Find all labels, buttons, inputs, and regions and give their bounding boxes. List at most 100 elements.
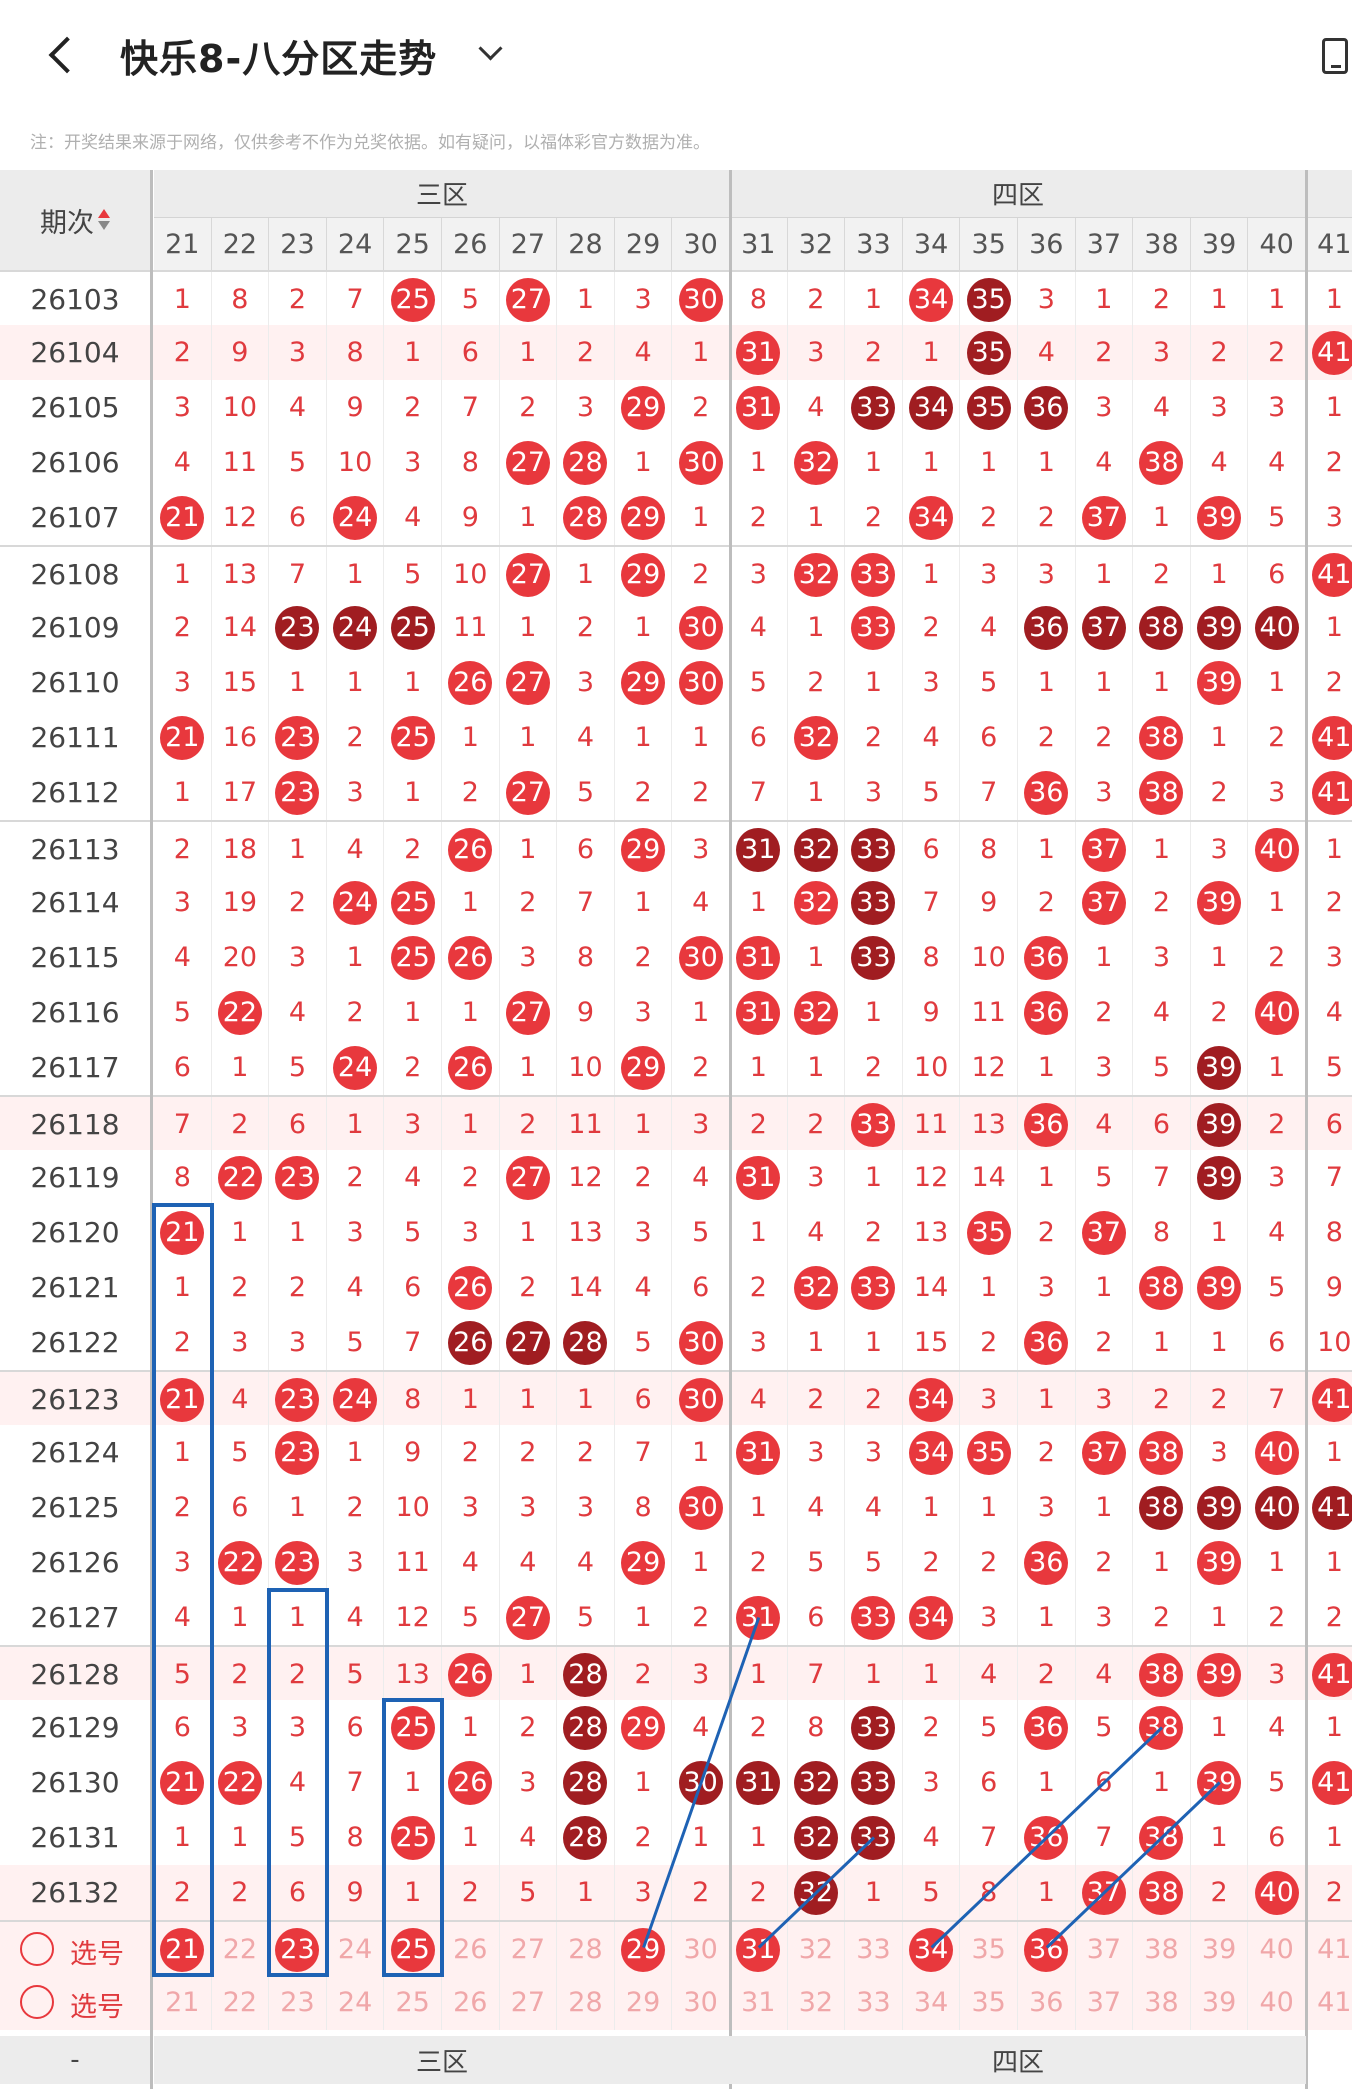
trend-cell: 34	[903, 380, 961, 435]
pick-cell[interactable]: 26	[442, 1975, 500, 2030]
selected-ball[interactable]: 29	[621, 1927, 666, 1972]
pick-cell[interactable]: 27	[500, 1922, 558, 1977]
draw-ball: 29	[621, 660, 666, 705]
selected-ball[interactable]: 21	[160, 1927, 205, 1972]
radio-circle-icon[interactable]	[20, 1932, 54, 1966]
selected-ball[interactable]: 34	[909, 1927, 954, 1972]
pick-cell[interactable]: 27	[500, 1975, 558, 2030]
pick-cell[interactable]: 33	[845, 1922, 903, 1977]
trend-cell: 33	[845, 875, 903, 930]
trend-cell: 3	[615, 1865, 673, 1920]
draw-ball: 27	[505, 1320, 550, 1365]
trend-cell: 29	[615, 1040, 673, 1095]
trend-cell: 2	[730, 1865, 788, 1920]
trend-cell: 1	[557, 547, 615, 602]
pick-cell[interactable]: 21	[154, 1922, 212, 1977]
pick-cell[interactable]: 22	[212, 1975, 270, 2030]
trend-cell: 7	[442, 380, 500, 435]
trend-cell: 6	[212, 1480, 270, 1535]
trend-cell: 3	[442, 1480, 500, 1535]
trend-cell: 1	[845, 655, 903, 710]
pick-cell[interactable]: 41	[1306, 1975, 1352, 2030]
pick-cell[interactable]: 34	[903, 1922, 961, 1977]
pick-cell[interactable]: 29	[615, 1975, 673, 2030]
chevron-down-icon[interactable]	[478, 40, 502, 64]
trend-cell: 3	[1018, 272, 1076, 327]
trend-cell: 2	[269, 272, 327, 327]
zone-header: 四区	[730, 170, 1306, 218]
draw-ball: 40	[1254, 827, 1299, 872]
trend-cell: 1	[500, 600, 558, 655]
trend-cell: 38	[1133, 1647, 1191, 1702]
pick-cell[interactable]: 23	[269, 1975, 327, 2030]
pick-cell[interactable]: 37	[1076, 1922, 1134, 1977]
pick-cell[interactable]: 32	[788, 1975, 846, 2030]
pick-cell[interactable]: 28	[557, 1922, 615, 1977]
pick-cell[interactable]: 24	[327, 1975, 385, 2030]
trend-cell: 23	[269, 765, 327, 820]
pick-cell[interactable]: 25	[384, 1975, 442, 2030]
table-row: 26109 2 14 23 24 25 11 1 2 1 30 4 1 33 2 4 36 37 38 39 40 1	[0, 600, 1352, 655]
trend-cell: 37	[1076, 490, 1134, 545]
trend-cell: 25	[384, 272, 442, 327]
trend-cell: 2	[788, 272, 846, 327]
pick-cell[interactable]: 36	[1018, 1922, 1076, 1977]
trend-cell: 1	[269, 655, 327, 710]
pick-cell[interactable]: 35	[960, 1975, 1018, 2030]
draw-ball: 33	[851, 827, 896, 872]
draw-ball: 24	[333, 495, 378, 540]
pick-cell[interactable]: 38	[1133, 1922, 1191, 1977]
pick-cell[interactable]: 29	[615, 1922, 673, 1977]
draw-ball: 31	[736, 385, 781, 430]
back-arrow-icon[interactable]	[40, 30, 80, 80]
pick-cell[interactable]: 40	[1248, 1922, 1306, 1977]
sort-icon[interactable]	[98, 207, 110, 233]
pick-cell[interactable]: 28	[557, 1975, 615, 2030]
trend-cell: 7	[615, 1425, 673, 1480]
trend-cell: 1	[500, 822, 558, 877]
page-title[interactable]: 快乐8-八分区走势	[120, 37, 438, 81]
pick-cell[interactable]: 21	[154, 1975, 212, 2030]
selected-ball[interactable]: 23	[275, 1927, 320, 1972]
trend-cell: 5	[1306, 1040, 1352, 1095]
trend-cell: 4	[442, 1535, 500, 1590]
pick-cell[interactable]: 39	[1191, 1975, 1249, 2030]
pick-cell[interactable]: 32	[788, 1922, 846, 1977]
pick-cell[interactable]: 41	[1306, 1922, 1352, 1977]
pick-cell[interactable]: 30	[672, 1922, 730, 1977]
trend-cell: 4	[1076, 1647, 1134, 1702]
trend-cell: 12	[960, 1040, 1018, 1095]
table-row: 26112 1 17 23 3 1 2 27 5 2 2 7 1 3 5 7 36 3 38 2 3 41	[0, 765, 1352, 820]
pick-cell[interactable]: 34	[903, 1975, 961, 2030]
pick-cell[interactable]: 35	[960, 1922, 1018, 1977]
trend-cell: 33	[845, 822, 903, 877]
table-row: 261322269125132232158137382402	[0, 1865, 1352, 1920]
draw-ball: 33	[851, 1102, 896, 1147]
trend-cell: 1	[845, 1150, 903, 1205]
pick-cell[interactable]: 36	[1018, 1975, 1076, 2030]
trend-cell: 4	[384, 1150, 442, 1205]
pick-cell[interactable]: 23	[269, 1922, 327, 1977]
pick-label[interactable]: 选号	[70, 1939, 124, 1970]
pick-cell[interactable]: 26	[442, 1922, 500, 1977]
trend-cell: 32	[788, 1810, 846, 1865]
pick-cell[interactable]: 38	[1133, 1975, 1191, 2030]
trend-cell: 3	[615, 1205, 673, 1260]
table-row: 26116 5 22 4 2 1 1 27 9 3 1 31 32 1 9 11 36 2 4 2 40 4	[0, 985, 1352, 1040]
device-icon[interactable]	[1322, 38, 1348, 74]
trend-cell: 2	[269, 1260, 327, 1315]
pick-cell[interactable]: 31	[730, 1975, 788, 2030]
pick-cell[interactable]: 39	[1191, 1922, 1249, 1977]
radio-circle-icon[interactable]	[20, 1985, 54, 2019]
pick-label[interactable]: 选号	[70, 1992, 124, 2023]
period-header[interactable]: 期次	[0, 170, 150, 270]
selected-ball[interactable]: 36	[1024, 1927, 1069, 1972]
trend-cell: 2	[615, 1150, 673, 1205]
trend-cell: 1	[730, 875, 788, 930]
pick-cell[interactable]: 37	[1076, 1975, 1134, 2030]
draw-ball: 37	[1081, 1210, 1126, 1255]
pick-cell[interactable]: 33	[845, 1975, 903, 2030]
trend-cell: 3	[327, 765, 385, 820]
trend-cell: 41	[1306, 1647, 1352, 1702]
selected-ball[interactable]: 25	[390, 1927, 435, 1972]
